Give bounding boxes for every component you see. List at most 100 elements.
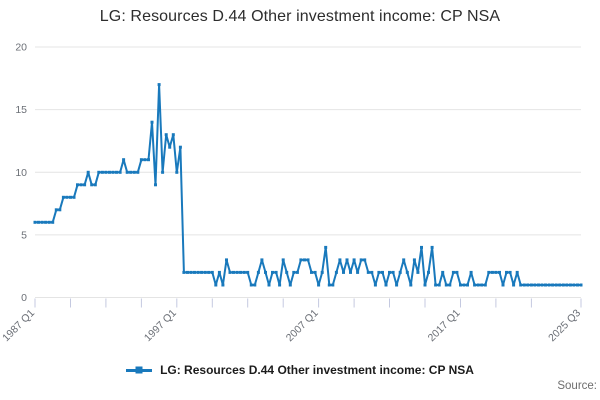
series-point: [225, 258, 228, 262]
series-point: [264, 270, 267, 274]
series-point: [178, 145, 182, 149]
series-point: [54, 208, 58, 212]
series-line: [35, 83, 581, 286]
series-point: [295, 270, 299, 274]
series-point: [200, 270, 204, 274]
series-point: [221, 283, 225, 287]
series-point: [331, 283, 335, 287]
series-point: [40, 220, 44, 224]
series-point: [487, 270, 491, 274]
series-point: [235, 270, 239, 274]
series-point: [292, 270, 296, 274]
series-point: [384, 283, 388, 287]
series-point: [370, 270, 374, 274]
series-point: [459, 283, 462, 287]
series-point: [278, 283, 282, 287]
series-point: [494, 270, 498, 274]
series-point: [232, 270, 235, 274]
series-point: [214, 283, 218, 287]
series-point: [242, 270, 246, 274]
series-point: [544, 283, 547, 287]
series-point: [349, 270, 352, 274]
series-point: [303, 258, 306, 262]
series-point: [558, 283, 562, 287]
series-point: [288, 283, 292, 287]
series-point: [175, 170, 179, 174]
series-point: [310, 270, 313, 274]
legend-line-marker-icon[interactable]: [126, 368, 153, 372]
series-point: [508, 270, 512, 274]
series-point: [547, 283, 551, 287]
series-point: [125, 170, 129, 174]
x-axis-label: 2007 Q1: [284, 307, 321, 344]
series-point: [118, 170, 122, 174]
y-axis-label: 20: [15, 42, 27, 54]
series-point: [473, 283, 477, 287]
series-point: [189, 270, 193, 274]
legend-label[interactable]: LG: Resources D.44 Other investment inco…: [160, 363, 474, 377]
series-point: [86, 170, 90, 174]
series-point: [267, 283, 271, 287]
x-axis-label: 1997 Q1: [142, 307, 179, 344]
series-point: [249, 283, 253, 287]
series-point: [515, 270, 519, 274]
y-axis-label: 15: [15, 104, 27, 116]
series-point: [437, 283, 441, 287]
series-point: [529, 283, 533, 287]
series-point: [398, 270, 402, 274]
series-point: [455, 270, 459, 274]
series-point: [480, 283, 484, 287]
series-point: [334, 270, 338, 274]
series-point: [373, 283, 377, 287]
series-point: [388, 270, 391, 274]
series-point: [161, 170, 165, 174]
series-point: [207, 270, 211, 274]
series-point: [154, 183, 157, 187]
series-point: [313, 270, 317, 274]
series-point: [359, 258, 363, 262]
series-point: [129, 170, 133, 174]
series-point: [58, 208, 62, 212]
series-point: [203, 270, 207, 274]
series-point: [483, 283, 487, 287]
source-label: Source:: [557, 380, 597, 392]
x-axis-label: 2025 Q3: [546, 307, 583, 344]
series-point: [420, 245, 423, 249]
series-point: [490, 270, 494, 274]
series-point: [356, 270, 360, 274]
series-point: [572, 283, 576, 287]
series-point: [412, 258, 416, 262]
series-point: [427, 270, 430, 274]
series-point: [395, 283, 399, 287]
series-point: [83, 183, 87, 187]
series-point: [33, 220, 37, 224]
x-axis-label: 1987 Q1: [0, 307, 37, 344]
series-point: [122, 158, 126, 162]
series-point: [363, 258, 367, 262]
series-point: [526, 283, 530, 287]
series-point: [132, 170, 136, 174]
series-point: [79, 183, 83, 187]
series-point: [61, 195, 65, 199]
series-point: [136, 170, 140, 174]
series-point: [186, 270, 189, 274]
y-axis-label: 10: [15, 167, 27, 179]
series-point: [72, 195, 76, 199]
series-point: [405, 270, 409, 274]
series-point: [193, 270, 196, 274]
series-point: [568, 283, 572, 287]
series-point: [320, 270, 324, 274]
series-point: [147, 158, 150, 162]
series-point: [540, 283, 544, 287]
series-point: [342, 270, 345, 274]
series-point: [551, 283, 555, 287]
series-point: [143, 158, 147, 162]
series-point: [430, 245, 434, 249]
series-point: [246, 270, 250, 274]
series-point: [100, 170, 104, 174]
series-point: [444, 283, 448, 287]
series-point: [111, 170, 115, 174]
y-axis-label: 0: [21, 292, 27, 304]
series-point: [182, 270, 186, 274]
